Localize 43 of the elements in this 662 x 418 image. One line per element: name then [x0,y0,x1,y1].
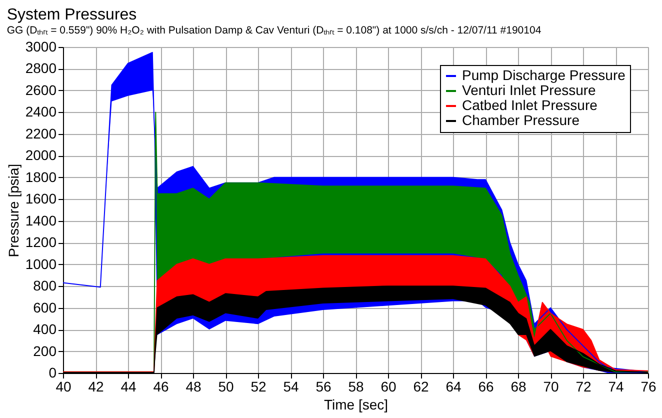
legend-label: Pump Discharge Pressure [462,67,626,83]
x-tick-label: 66 [478,378,494,394]
x-tick-label: 60 [380,378,396,394]
y-tick-label: 1200 [25,234,57,250]
x-tick-label: 46 [153,378,169,394]
y-tick-label: 3000 [25,38,57,54]
x-tick-label: 50 [218,378,234,394]
x-tick-label: 44 [120,378,136,394]
x-tick-label: 56 [316,378,332,394]
y-tick-label: 1800 [25,168,57,185]
x-tick-label: 64 [446,378,462,394]
x-tick-label: 68 [510,378,526,394]
x-tick-label: 74 [608,378,624,394]
x-tick-label: 76 [640,378,656,394]
y-tick-label: 2600 [25,82,57,98]
x-tick-label: 54 [283,378,299,394]
y-axis-title: Pressure [psia] [5,164,22,258]
legend-label: Chamber Pressure [462,112,580,128]
x-tick-label: 40 [56,378,72,394]
x-tick-label: 62 [413,378,429,394]
y-tick-label: 2400 [25,104,57,120]
legend-label: Venturi Inlet Pressure [462,82,596,98]
x-tick-label: 70 [543,378,559,394]
x-axis-title: Time [sec] [324,396,388,412]
y-tick-label: 2000 [25,147,57,164]
y-tick-label: 200 [33,342,57,359]
x-tick-label: 42 [88,378,104,394]
chart-subtitle: GG (Dₜₕᵣₜ = 0.559") 90% H₂O₂ with Pulsation Damp & Cav Venturi (Dₜₕᵣₜ = 0.108") at 1000 s/s/ch - 12/07/11 #190104 [6,24,542,36]
y-tick-label: 0 [48,364,57,380]
y-tick-label: 1600 [25,190,57,207]
y-tick-label: 2200 [25,125,57,142]
x-tick-label: 72 [576,378,592,394]
y-tick-label: 1400 [25,212,57,228]
x-tick-label: 58 [348,378,364,394]
x-tick-label: 52 [250,378,266,394]
legend-label: Catbed Inlet Pressure [462,97,598,113]
y-tick-label: 1000 [25,256,57,272]
y-tick-label: 800 [33,278,57,294]
y-tick-label: 400 [33,321,57,338]
chart-title: System Pressures [6,6,137,24]
y-tick-label: 2800 [25,60,57,76]
y-tick-label: 600 [33,299,57,316]
x-tick-label: 48 [186,378,202,394]
